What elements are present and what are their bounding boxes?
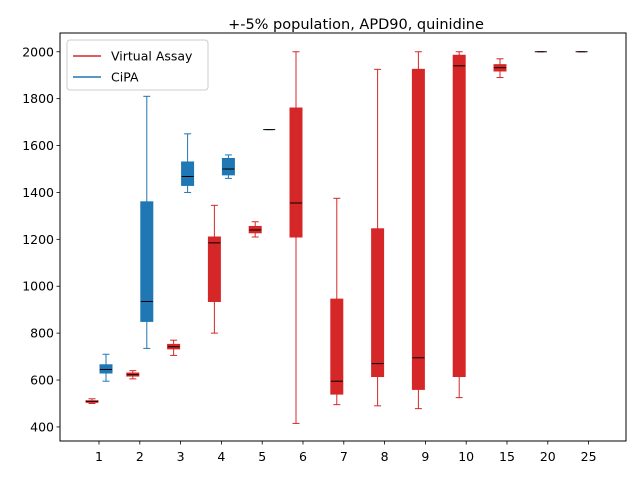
y-tick-label: 2000 <box>22 44 54 59</box>
x-tick-label: 2 <box>136 449 144 464</box>
virtual-assay-box-body <box>411 68 425 390</box>
chart-title: +-5% population, APD90, quinidine <box>228 17 484 33</box>
virtual-assay-box-2 <box>126 370 140 380</box>
virtual-assay-box-9 <box>411 51 425 410</box>
y-tick-label: 400 <box>30 419 54 434</box>
legend-label: CiPA <box>111 70 139 85</box>
cipa-box-3 <box>181 133 195 193</box>
virtual-assay-box-8 <box>371 68 385 407</box>
y-tick-label: 1000 <box>22 279 54 294</box>
y-tick-label: 1800 <box>22 91 54 106</box>
y-tick-label: 1400 <box>22 185 54 200</box>
x-tick-label: 25 <box>581 449 597 464</box>
x-tick-label: 15 <box>499 449 515 464</box>
virtual-assay-box-10 <box>452 51 466 399</box>
y-tick-label: 1200 <box>22 232 54 247</box>
virtual-assay-box-body <box>330 298 344 395</box>
x-tick-label: 7 <box>340 449 348 464</box>
cipa-box-body <box>181 161 195 186</box>
virtual-assay-box-6 <box>289 51 303 424</box>
x-tick-label: 1 <box>95 449 103 464</box>
cipa-box-2 <box>140 95 154 349</box>
cipa-box-4 <box>221 154 235 179</box>
virtual-assay-box-5 <box>248 221 262 238</box>
virtual-assay-box-1 <box>85 398 99 404</box>
legend-label: Virtual Assay <box>111 49 193 64</box>
legend-frame <box>66 39 209 91</box>
virtual-assay-box-body <box>207 236 221 302</box>
x-tick-label: 8 <box>381 449 389 464</box>
chart-legend: Virtual Assay CiPA <box>66 39 209 91</box>
cipa-box-1 <box>99 353 113 382</box>
x-tick-label: 9 <box>421 449 429 464</box>
virtual-assay-box-7 <box>330 197 344 406</box>
x-tick-label: 5 <box>258 449 266 464</box>
x-tick-label: 20 <box>540 449 556 464</box>
virtual-assay-box-15 <box>493 58 507 79</box>
virtual-assay-box-body <box>289 107 303 238</box>
virtual-assay-box-3 <box>167 339 181 356</box>
y-tick-label: 1600 <box>22 138 54 153</box>
virtual-assay-box-body <box>452 54 466 378</box>
virtual-assay-box-body <box>371 228 385 378</box>
x-tick-label: 10 <box>458 449 474 464</box>
plot-frame <box>59 32 627 442</box>
y-tick-label: 800 <box>30 326 54 341</box>
virtual-assay-box-4 <box>207 204 221 334</box>
cipa-box-body <box>221 157 235 176</box>
x-tick-label: 4 <box>217 449 225 464</box>
x-tick-label: 3 <box>177 449 185 464</box>
y-tick-label: 600 <box>30 373 54 388</box>
cipa-box-body <box>140 201 154 322</box>
x-tick-label: 6 <box>299 449 307 464</box>
cipa-box-body <box>99 364 113 374</box>
